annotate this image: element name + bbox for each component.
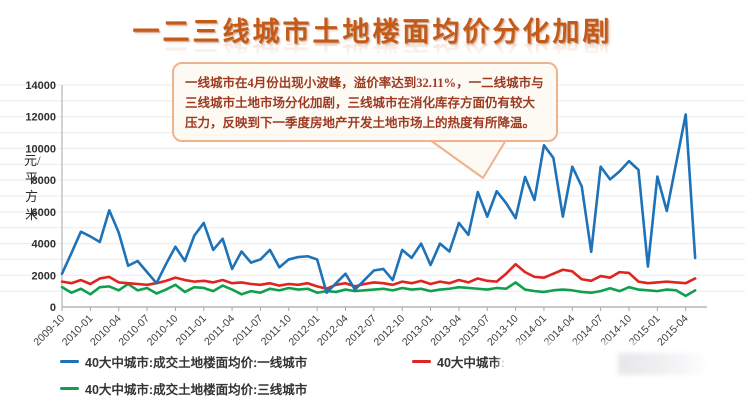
svg-text:4000: 4000 [32, 239, 56, 251]
annotation-text: 一线城市在4月份出现小波峰，溢价率达到32.11%，一二线城市与三线城市土地市场… [185, 76, 544, 130]
legend-item-tier3: 40大中城市:成交土地楼面均价:三线城市 [60, 379, 307, 398]
svg-text:10000: 10000 [25, 143, 56, 155]
legend-label-tier3: 40大中城市:成交土地楼面均价:三线城市 [85, 383, 308, 397]
annotation-bubble: 一线城市在4月份出现小波峰，溢价率达到32.11%，一二线城市与三线城市土地市场… [172, 62, 558, 142]
legend-item-tier2: 40大中城市:成交土地楼面 [412, 352, 580, 371]
svg-text:2010-10: 2010-10 [145, 313, 181, 349]
svg-text:2011-01: 2011-01 [174, 313, 209, 348]
svg-text:2011-04: 2011-04 [202, 313, 237, 348]
svg-text:12000: 12000 [25, 112, 56, 124]
legend-label-tier1: 40大中城市:成交土地楼面均价:一线城市 [85, 356, 308, 370]
svg-text:14000: 14000 [25, 80, 56, 92]
legend-label-tier2: 40大中城市:成交土地楼面 [437, 356, 581, 370]
legend-item-tier1: 40大中城市:成交土地楼面均价:一线城市 [60, 352, 307, 371]
svg-text:2000: 2000 [32, 270, 56, 282]
svg-text:2011-07: 2011-07 [230, 313, 265, 348]
tier3-line-swatch [60, 387, 79, 390]
svg-text:8000: 8000 [32, 175, 56, 187]
page-title: 一二三线城市土地楼面均价分化加剧 [132, 17, 613, 47]
tier2-line-swatch [412, 360, 431, 363]
svg-text:2015-04: 2015-04 [655, 313, 691, 349]
tier1-line-swatch [60, 360, 79, 363]
y-axis-title: 元/平方米 [24, 153, 41, 222]
svg-text:6000: 6000 [32, 207, 56, 219]
svg-text:0: 0 [50, 302, 56, 314]
